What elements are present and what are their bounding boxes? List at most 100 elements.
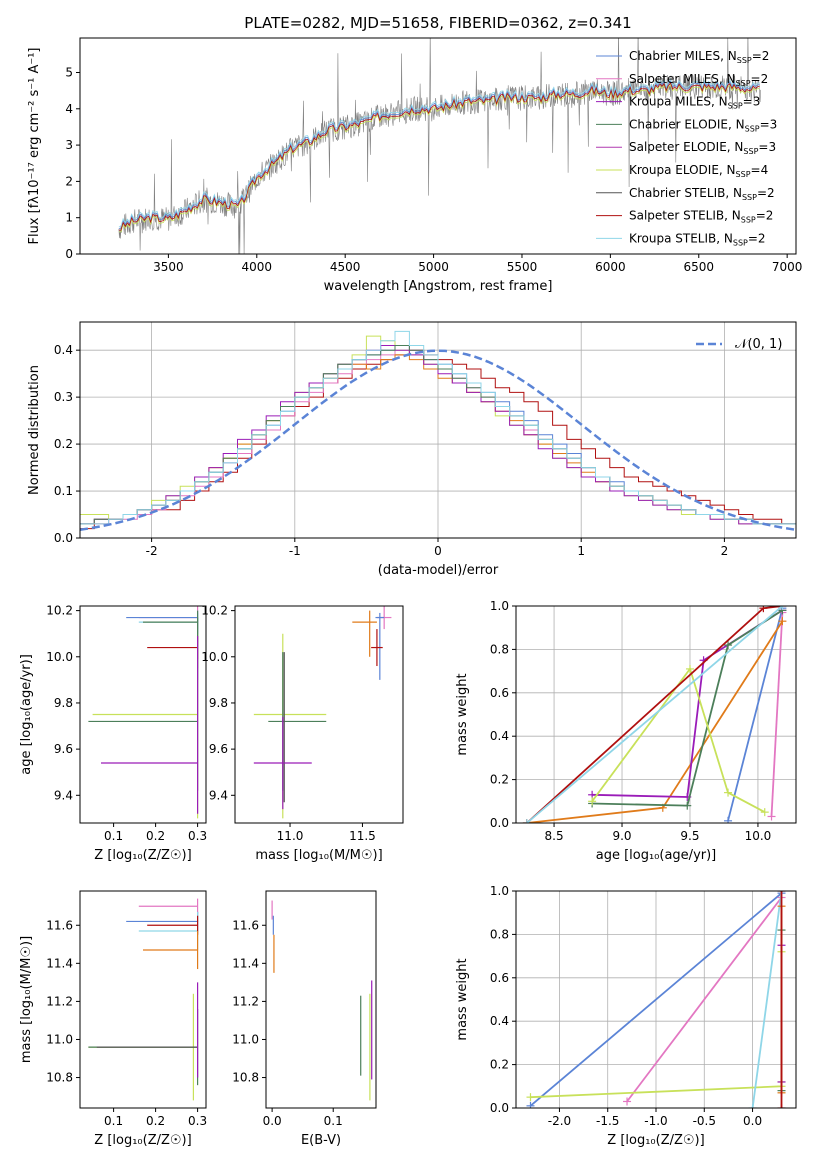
panel-mass-vs-EBV: 0.0 0.1 10.8 11.0 11.2 11.4 11.6 E(B-V) — [232, 890, 377, 1148]
x-tick-label: 3500 — [153, 260, 184, 274]
y-tick-label: 0.8 — [490, 927, 509, 941]
x-tick-label: 0.0 — [263, 1114, 282, 1128]
y-axis-label: Normed distribution — [27, 365, 42, 495]
y-axis-label: mass [log₁₀(M/M☉)] — [19, 936, 34, 1063]
panel-age-vs-Z: 0.1 0.2 0.3 9.4 9.6 9.8 10.0 10.2 Z [log₁₀(Z/Z☉)… — [19, 604, 207, 863]
x-axis-label: (data-model)/error — [378, 563, 499, 578]
y-tick-label: 10.0 — [46, 650, 73, 664]
x-tick-label: -1 — [289, 544, 301, 558]
x-tick-label: 11.0 — [277, 829, 304, 843]
x-axis-label: age [log₁₀(age/yr)] — [596, 848, 717, 863]
plot-area — [80, 330, 796, 538]
x-tick-label: 9.5 — [680, 829, 699, 843]
y-axis-label: Flux [fλ10⁻¹⁷ erg cm⁻² s⁻¹ A⁻¹] — [27, 48, 42, 245]
x-tick-label: 0.1 — [104, 1114, 123, 1128]
y-tick-label: 11.6 — [46, 918, 73, 932]
model-spectrum-line — [118, 82, 760, 231]
y-tick-label: 2 — [65, 174, 73, 188]
y-tick-label: 9.4 — [209, 788, 228, 802]
y-tick-label: 11.4 — [232, 956, 259, 970]
legend-subscript: SSP — [745, 124, 760, 133]
x-tick-label: -1.0 — [644, 1114, 667, 1128]
x-axis-label: Z [log₁₀(Z/Z☉)] — [94, 848, 191, 863]
x-tick-label: -1.5 — [596, 1114, 619, 1128]
series-line — [770, 612, 784, 817]
plot-area — [271, 900, 373, 1101]
legend-value: =3 — [758, 140, 776, 154]
panels: 3500 4000 4500 5000 5500 6000 6500 7000 0 1 2 3 4 5 wa… — [19, 37, 803, 1148]
y-tick-label: 10.2 — [46, 604, 73, 618]
legend-label: Kroupa STELIB, NSSP=2 — [629, 231, 766, 247]
legend-subscript: SSP — [736, 79, 751, 88]
axes-frame — [265, 890, 377, 1109]
y-axis-label: age [log₁₀(age/yr)] — [19, 654, 34, 775]
panel-residuals: -2 -1 0 1 2 0.0 0.1 0.2 0.3 0.4 (data-model)/error… — [27, 321, 797, 578]
x-axis-label: Z [log₁₀(Z/Z☉)] — [94, 1133, 191, 1148]
x-tick-label: 0.2 — [146, 829, 165, 843]
panel-age-vs-mass: 11.0 11.5 9.4 9.6 9.8 10.0 10.2 mass [log₁₀(M/M… — [201, 604, 404, 863]
series-line — [529, 892, 783, 1107]
y-tick-label: 0.2 — [490, 1058, 509, 1072]
y-tick-label: 11.0 — [232, 1032, 259, 1046]
legend-label: 𝒩(0, 1) — [735, 337, 782, 352]
axes-frame — [234, 605, 404, 824]
y-tick-label: 9.8 — [54, 696, 73, 710]
x-tick-label: -2.0 — [548, 1114, 571, 1128]
y-axis-label: mass weight — [455, 673, 470, 755]
y-tick-label: 1.0 — [490, 884, 509, 898]
y-tick-label: 0.6 — [490, 971, 509, 985]
plot-area — [253, 606, 392, 819]
y-tick-label: 1.0 — [490, 599, 509, 613]
y-tick-label: 9.6 — [54, 742, 73, 756]
x-tick-label: 0.3 — [188, 829, 207, 843]
x-tick-label: 0.1 — [324, 1114, 343, 1128]
y-tick-label: 0.6 — [490, 686, 509, 700]
panel-weight-vs-age: 8.5 9.0 9.5 10.0 0.0 0.2 0.4 0.6 0.8 1.0 age [log₁… — [455, 599, 797, 863]
plot-area — [88, 898, 199, 1101]
axes-frame — [515, 605, 797, 824]
x-axis-label: wavelength [Angstrom, rest frame] — [324, 279, 553, 294]
panel-weight-vs-Z: -2.0 -1.5 -1.0 -0.5 0.0 0.0 0.2 0.4 0.6 0.8 1.0 Z [… — [455, 884, 797, 1148]
y-tick-label: 11.4 — [46, 956, 73, 970]
legend-label: Kroupa ELODIE, NSSP=4 — [629, 163, 768, 179]
histogram-series — [80, 330, 796, 538]
y-tick-label: 10.0 — [201, 650, 228, 664]
legend-label: Salpeter MILES, NSSP=2 — [629, 72, 768, 88]
x-tick-label: 0 — [434, 544, 442, 558]
y-tick-label: 3 — [65, 138, 73, 152]
y-tick-label: 10.2 — [201, 604, 228, 618]
y-tick-label: 0.1 — [54, 484, 73, 498]
x-tick-label: 7000 — [772, 260, 803, 274]
x-axis-label: E(B-V) — [301, 1133, 341, 1148]
y-tick-label: 0.0 — [490, 1101, 509, 1115]
x-tick-label: 1 — [577, 544, 585, 558]
figure-title: PLATE=0282, MJD=51658, FIBERID=0362, z=0… — [244, 14, 631, 32]
panel-spectrum: 3500 4000 4500 5000 5500 6000 6500 7000 0 1 2 3 4 5 wa… — [27, 37, 803, 294]
x-tick-label: 0.2 — [146, 1114, 165, 1128]
y-tick-label: 4 — [65, 102, 73, 116]
plot-area — [118, 38, 761, 254]
x-tick-label: 4500 — [330, 260, 361, 274]
legend-label: Kroupa MILES, NSSP=3 — [629, 95, 760, 111]
y-tick-label: 11.2 — [232, 994, 259, 1008]
x-tick-label: 6500 — [683, 260, 714, 274]
series-line — [591, 666, 766, 813]
legend-subscript: SSP — [741, 216, 756, 225]
legend-value: =2 — [752, 49, 770, 63]
legend-subscript: SSP — [742, 193, 757, 202]
y-tick-label: 0.0 — [54, 531, 73, 545]
x-tick-label: 0.0 — [743, 1114, 762, 1128]
legend-value: =2 — [748, 231, 766, 245]
y-tick-label: 1 — [65, 211, 73, 225]
legend-label: Chabrier MILES, NSSP=2 — [629, 49, 769, 65]
model-spectrum-line — [118, 80, 760, 229]
x-tick-label: 8.5 — [545, 829, 564, 843]
legend-subscript: SSP — [737, 56, 752, 65]
y-tick-label: 0.2 — [490, 773, 509, 787]
legend-value: =4 — [751, 163, 769, 177]
y-tick-label: 0.4 — [490, 1014, 509, 1028]
y-tick-label: 9.4 — [54, 788, 73, 802]
y-tick-label: 5 — [65, 65, 73, 79]
series-line — [626, 896, 783, 1103]
legend-subscript: SSP — [733, 238, 748, 247]
